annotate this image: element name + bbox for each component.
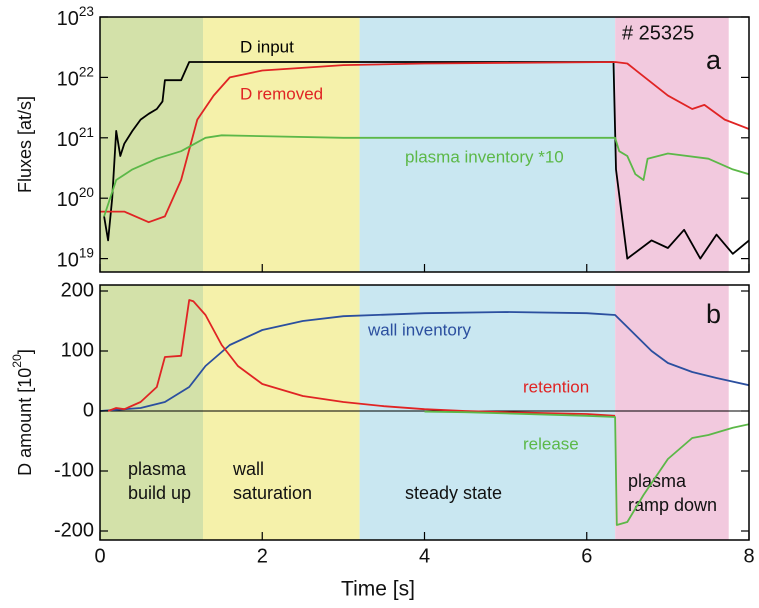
x-tick-label: 0 bbox=[94, 545, 105, 567]
x-tick-label: 8 bbox=[743, 545, 754, 567]
series-line bbox=[100, 61, 749, 224]
series-label: wall inventory bbox=[367, 320, 471, 339]
phase-region bbox=[100, 17, 204, 272]
phase-label: saturation bbox=[233, 483, 312, 503]
annotation: # 25325 bbox=[622, 22, 694, 44]
panel: plasma build up wall saturation steady state… bbox=[10, 279, 754, 567]
series-label: release bbox=[523, 434, 579, 453]
series-label: D removed bbox=[240, 84, 323, 103]
y-tick-label: 0 bbox=[83, 399, 94, 421]
x-tick-label: 6 bbox=[581, 545, 592, 567]
phase-region bbox=[615, 17, 729, 272]
series-line bbox=[103, 61, 749, 260]
panel: D input D removed plasma inventory *10 1019… bbox=[15, 4, 750, 273]
x-axis-label: Time [s] bbox=[341, 578, 415, 601]
y-axis-label: D amount [1020] bbox=[10, 349, 35, 476]
series-line bbox=[103, 134, 749, 217]
series-label: D input bbox=[240, 37, 294, 56]
phase-region bbox=[203, 285, 360, 540]
phase-label: ramp down bbox=[628, 495, 717, 515]
phase-label: plasma bbox=[628, 471, 687, 491]
y-tick-label: 1023 bbox=[57, 4, 94, 31]
y-tick-label: 1020 bbox=[57, 185, 95, 212]
phase-label: wall bbox=[232, 459, 264, 479]
series-group bbox=[100, 299, 749, 526]
y-tick-label: 100 bbox=[61, 339, 94, 361]
phase-label: plasma bbox=[128, 459, 187, 479]
annotation: b bbox=[706, 299, 721, 329]
phase-region bbox=[359, 17, 616, 272]
y-tick-label: 200 bbox=[61, 279, 94, 301]
series-line bbox=[100, 311, 749, 412]
phase-region bbox=[615, 285, 729, 540]
series-line bbox=[424, 410, 749, 526]
phase-label: steady state bbox=[405, 483, 502, 503]
y-axis-label: Fluxes [at/s] bbox=[15, 96, 35, 193]
y-tick-label: 1019 bbox=[57, 245, 94, 272]
y-tick-label: 1022 bbox=[57, 64, 94, 91]
x-tick-label: 2 bbox=[257, 545, 268, 567]
y-tick-label: 1021 bbox=[57, 124, 94, 151]
series-group bbox=[100, 61, 749, 260]
phase-region bbox=[203, 17, 360, 272]
x-tick-label: 4 bbox=[419, 545, 430, 567]
series-line bbox=[107, 299, 616, 417]
series-label: plasma inventory *10 bbox=[405, 147, 564, 166]
phase-label: build up bbox=[128, 483, 191, 503]
y-tick-label: -100 bbox=[54, 459, 94, 481]
annotation: a bbox=[706, 45, 722, 75]
y-tick-label: -200 bbox=[54, 519, 94, 541]
series-label: retention bbox=[523, 377, 589, 396]
